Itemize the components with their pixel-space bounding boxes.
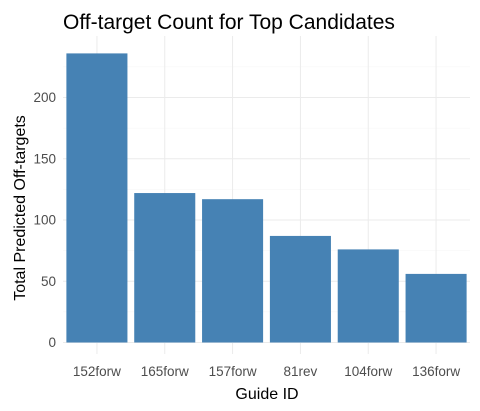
- bars: [66, 53, 467, 343]
- x-tick-label: 104forw: [344, 364, 392, 379]
- y-tick-label: 150: [33, 151, 56, 166]
- y-tick-label: 0: [48, 335, 56, 350]
- bar-157forw: [202, 199, 264, 343]
- x-axis-ticks: 152forw 165forw 157forw 81rev 104forw 136forw: [73, 364, 460, 379]
- y-tick-label: 50: [41, 274, 56, 289]
- bar-136forw: [405, 273, 467, 343]
- y-axis-title: Total Predicted Off-targets: [12, 115, 29, 301]
- x-tick-label: 157forw: [209, 364, 257, 379]
- bar-81rev: [269, 235, 331, 343]
- x-tick-label: 152forw: [73, 364, 121, 379]
- y-tick-label: 100: [33, 213, 56, 228]
- bar-104forw: [337, 249, 399, 343]
- x-axis-title: Guide ID: [235, 386, 298, 403]
- y-axis-ticks: 0 50 100 150 200: [33, 90, 56, 350]
- y-tick-label: 200: [33, 90, 56, 105]
- x-tick-label: 165forw: [141, 364, 189, 379]
- bar-165forw: [134, 193, 196, 343]
- x-tick-label: 136forw: [412, 364, 460, 379]
- chart-title: Off-target Count for Top Candidates: [63, 11, 395, 34]
- bar-152forw: [66, 53, 128, 343]
- x-tick-label: 81rev: [284, 364, 318, 379]
